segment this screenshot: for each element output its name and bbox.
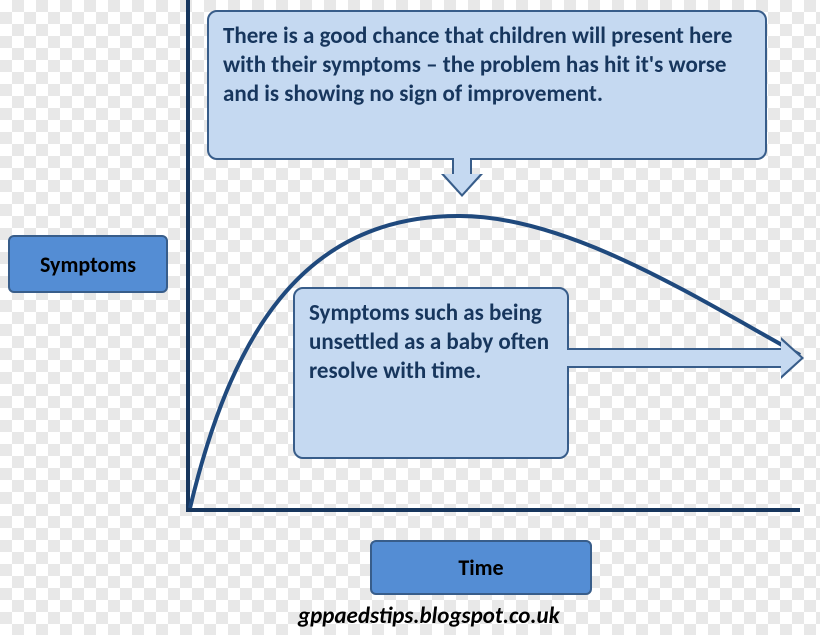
- footer-url-text: gppaedstips.blogspot.co.uk: [298, 602, 560, 630]
- callout-resolve-text: Symptoms such as being unsettled as a ba…: [309, 299, 549, 385]
- x-axis-label: Time: [370, 540, 592, 595]
- diagram-canvas: Symptoms Time There is a good chance tha…: [0, 0, 820, 635]
- footer-url: gppaedstips.blogspot.co.uk: [298, 602, 560, 630]
- callout-peak-text: There is a good chance that children wil…: [223, 22, 732, 108]
- callout-resolve: Symptoms such as being unsettled as a ba…: [293, 287, 569, 459]
- callout-peak: There is a good chance that children wil…: [207, 10, 767, 160]
- y-axis-label: Symptoms: [8, 235, 168, 293]
- x-axis-label-text: Time: [458, 554, 503, 581]
- y-axis-label-text: Symptoms: [40, 251, 136, 278]
